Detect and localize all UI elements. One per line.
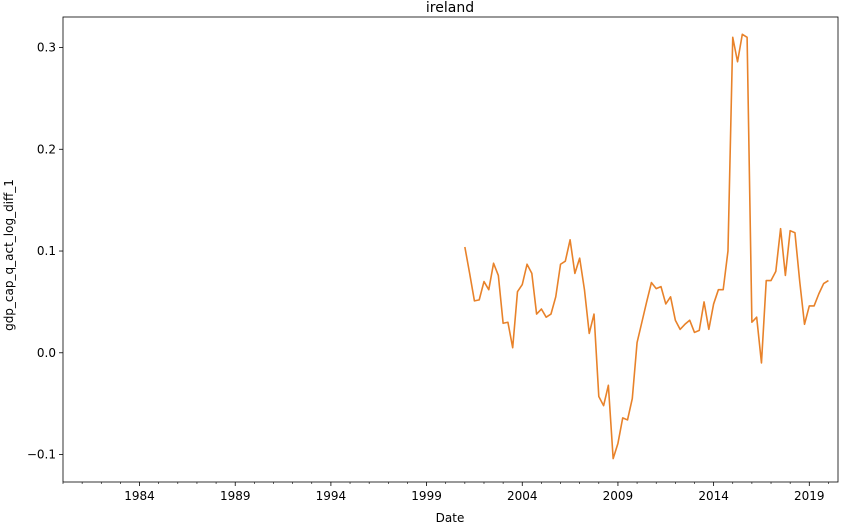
y-tick-label: 0.3	[37, 41, 56, 55]
y-tick-label: −0.1	[27, 448, 56, 462]
y-tick-label: 0.0	[37, 346, 56, 360]
chart-title: ireland	[426, 0, 474, 16]
x-tick-label: 1994	[316, 489, 347, 503]
x-tick-label: 2004	[507, 489, 538, 503]
x-tick-label: 1984	[124, 489, 155, 503]
x-axis-label: Date	[436, 511, 465, 525]
x-tick-label: 1999	[411, 489, 442, 503]
x-tick-label: 1989	[220, 489, 251, 503]
x-axis: 1984 1989 1994 1999 2004 2009 2014 2019	[62, 482, 829, 503]
series-line-0	[464, 33, 829, 460]
x-tick-label: 2009	[603, 489, 634, 503]
plot-frame	[62, 16, 839, 483]
y-tick-label: 0.2	[37, 142, 56, 156]
x-tick-label: 2014	[698, 489, 729, 503]
y-axis-label: gdp_cap_q_act_log_diff_1	[2, 179, 16, 331]
y-axis: −0.1 0.0 0.1 0.2 0.3	[27, 41, 63, 462]
x-tick-label: 2019	[794, 489, 825, 503]
plot-area	[62, 16, 839, 483]
y-tick-label: 0.1	[37, 244, 56, 258]
